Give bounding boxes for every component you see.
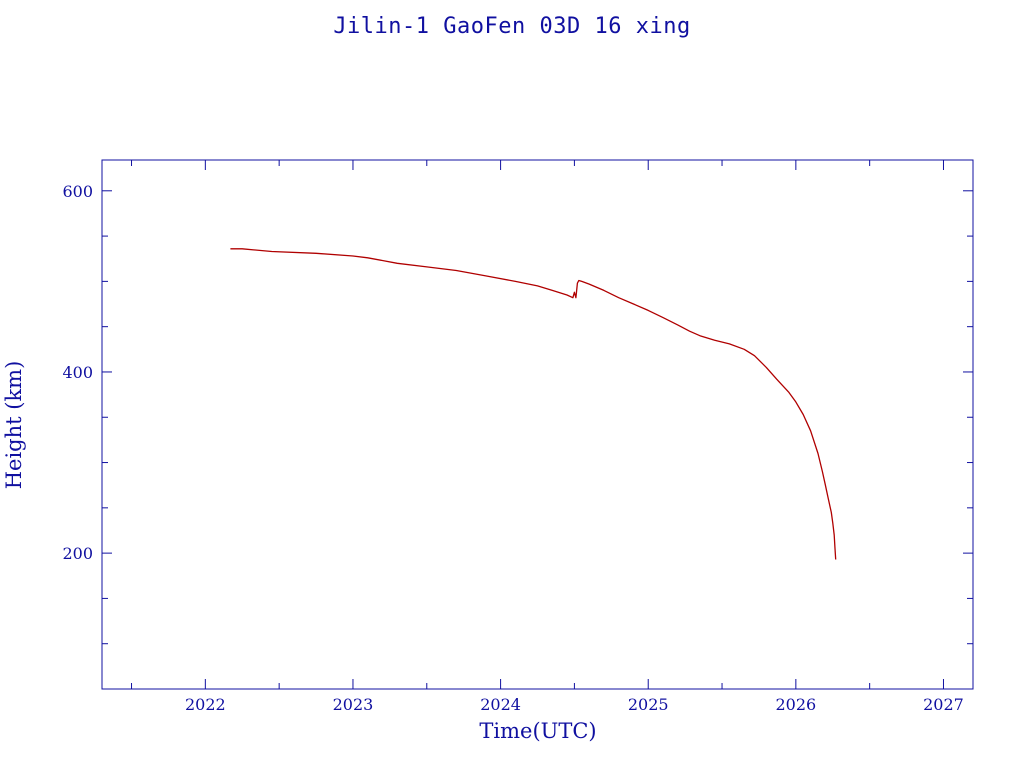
x-tick-label: 2025 — [628, 695, 669, 714]
x-tick-label: 2024 — [480, 695, 521, 714]
x-tick-label: 2026 — [775, 695, 816, 714]
axis-tick-labels: 2022 2023 2024 2025 2026 2027 200 400 600 — [62, 182, 963, 714]
series-layer — [230, 248, 837, 560]
y-tick-label: 600 — [62, 182, 93, 201]
x-tick-label: 2027 — [923, 695, 964, 714]
chart-title: Jilin-1 GaoFen 03D 16 xing — [333, 14, 691, 39]
x-axis-label: Time(UTC) — [479, 719, 596, 743]
y-tick-label: 200 — [62, 544, 93, 563]
axis-ticks — [102, 160, 973, 689]
series-line-0 — [230, 248, 837, 560]
y-axis-label: Height (km) — [2, 361, 26, 490]
plot-frame — [101, 159, 974, 690]
x-tick-label: 2023 — [333, 695, 374, 714]
y-tick-label: 400 — [62, 363, 93, 382]
x-tick-label: 2022 — [185, 695, 226, 714]
